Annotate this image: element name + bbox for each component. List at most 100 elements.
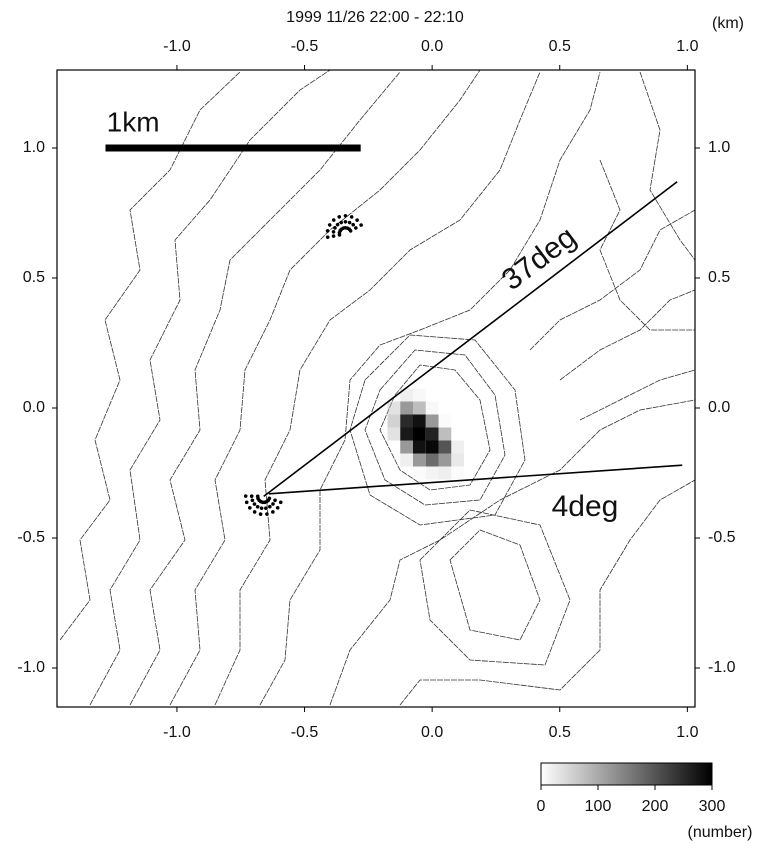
chart-title: 1999 11/26 22:00 - 22:10 — [286, 9, 464, 26]
vent-dot — [325, 235, 330, 240]
vent-dot — [273, 498, 277, 503]
direction-line — [268, 464, 683, 495]
vent-dot — [333, 226, 337, 230]
unit-label: (km) — [712, 15, 744, 32]
density-cell — [425, 466, 439, 480]
y-tick-label: 0.5 — [23, 269, 45, 286]
vent-dot — [255, 504, 260, 509]
y-tick-label: -0.5 — [708, 529, 736, 546]
y-tick-label: 0.5 — [708, 269, 730, 286]
colorbar — [540, 762, 713, 786]
vent-dot — [359, 223, 363, 227]
vent-marker — [325, 214, 363, 240]
vent-dot — [268, 504, 272, 509]
density-cell — [400, 467, 413, 480]
density-cell — [438, 466, 452, 480]
density-cell — [400, 414, 414, 428]
x-tick-label: 0.5 — [549, 724, 571, 741]
x-tick-label: -0.5 — [291, 724, 319, 741]
vent-dot — [249, 494, 254, 498]
vent-dot — [259, 506, 264, 511]
colorbar-label: (number) — [688, 824, 753, 841]
vent-dot — [343, 214, 348, 218]
vent-dot — [351, 222, 356, 227]
density-cell — [438, 453, 452, 467]
density-cell — [426, 389, 439, 402]
x-tick-label: -1.0 — [163, 724, 191, 741]
y-tick-label: 0.0 — [23, 399, 45, 416]
density-cell — [387, 414, 401, 428]
vent-dot — [335, 222, 340, 227]
direction-line — [263, 181, 678, 498]
colorbar-tick-label: 100 — [585, 798, 612, 815]
density-cell — [439, 402, 452, 415]
line-label: 4deg — [552, 490, 619, 523]
vent-dot — [339, 220, 344, 225]
x-tick-label: 1.0 — [676, 38, 698, 55]
density-cell — [425, 453, 439, 467]
density-cell — [387, 454, 400, 467]
vent-dot — [343, 220, 348, 224]
density-cell — [413, 401, 426, 415]
vent-marker — [243, 494, 283, 516]
vent-dot — [244, 500, 249, 505]
vent-dot — [347, 220, 352, 225]
density-cell — [375, 467, 388, 480]
x-tick-label: 0.5 — [549, 38, 571, 55]
vent-dot — [327, 223, 332, 227]
vent-dot — [248, 506, 252, 510]
density-cell — [375, 454, 388, 467]
vent-dot — [255, 494, 260, 499]
y-tick-label: -1.0 — [17, 659, 45, 676]
density-cell — [425, 401, 439, 415]
density-cell — [451, 402, 464, 415]
colorbar-tick-label: 0 — [537, 798, 546, 815]
vent-dot — [349, 215, 354, 219]
density-cell — [400, 388, 414, 402]
y-tick-label: -1.0 — [708, 659, 736, 676]
density-cell — [387, 401, 401, 415]
density-cell — [425, 440, 439, 454]
vent-dot — [337, 215, 342, 219]
density-cell — [425, 414, 439, 428]
vent-dot — [331, 230, 336, 234]
vent-dot — [271, 510, 275, 514]
vent-dot — [264, 506, 268, 511]
y-tick-label: 0.0 — [708, 399, 730, 416]
vent-dot — [252, 502, 257, 506]
x-tick-label: 0.0 — [421, 38, 443, 55]
vent-dot — [252, 510, 257, 514]
x-tick-label: -0.5 — [291, 38, 319, 55]
density-cell — [438, 414, 452, 428]
vent-dot — [331, 218, 336, 222]
scale-bar-label: 1km — [107, 106, 160, 137]
density-cell — [451, 453, 465, 467]
vent-dot — [250, 498, 255, 503]
density-cell — [400, 453, 414, 467]
density-cell — [438, 440, 452, 454]
density-cell — [451, 389, 464, 402]
density-cell — [451, 415, 464, 428]
x-tick-label: -1.0 — [163, 38, 191, 55]
y-tick-label: 1.0 — [708, 139, 730, 156]
vent-dot — [271, 502, 275, 506]
plot-frame — [56, 69, 696, 708]
density-cell — [400, 427, 414, 441]
density-cell — [439, 389, 452, 402]
y-tick-label: 1.0 — [23, 139, 45, 156]
colorbar-tick-label: 300 — [699, 798, 726, 815]
density-cell — [438, 427, 452, 441]
density-cell — [375, 415, 388, 428]
contours — [59, 70, 695, 706]
line-label: 37deg — [496, 220, 582, 297]
vent-dot — [265, 512, 269, 516]
density-cell — [387, 388, 401, 402]
x-tick-label: 0.0 — [421, 724, 443, 741]
vent-dot — [258, 512, 263, 516]
vent-dot — [243, 494, 248, 498]
colorbar-tick-label: 200 — [642, 798, 669, 815]
density-cell — [375, 389, 388, 402]
density-cell — [413, 466, 426, 480]
density-cell — [425, 427, 439, 441]
